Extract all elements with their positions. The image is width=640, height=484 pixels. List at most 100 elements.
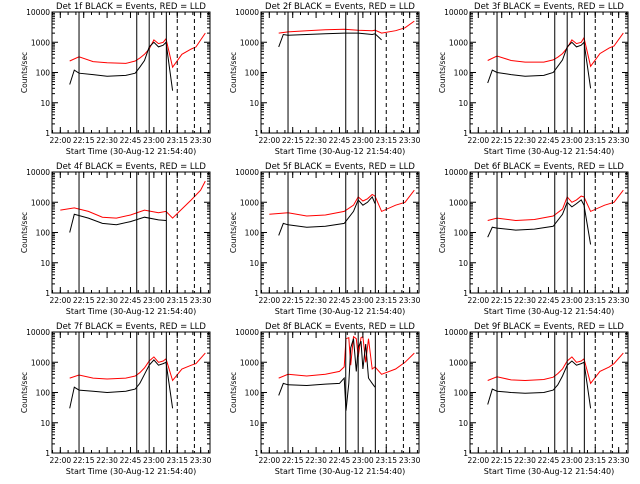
panel-title: Det 8f BLACK = Events, RED = LLD	[265, 322, 415, 332]
series-line-events	[69, 213, 167, 233]
y-tick-label: 1	[45, 289, 50, 298]
y-tick-label: 1	[45, 129, 50, 138]
x-axis-label: Start Time (30-Aug-12 21:54:40)	[66, 147, 197, 156]
y-tick-label: 10	[249, 259, 259, 268]
y-tick-label: 100	[36, 389, 51, 398]
y-tick-label: 10	[40, 99, 50, 108]
y-axis-label: Counts/sec	[229, 52, 238, 93]
y-tick-label: 10000	[444, 168, 468, 177]
detector-panel-6: Det 6f BLACK = Events, RED = LLD 1 10 100 10…	[438, 162, 630, 316]
y-tick-label: 1000	[31, 38, 50, 47]
panel-title: Det 9f BLACK = Events, RED = LLD	[474, 322, 624, 332]
y-tick-label: 10000	[235, 8, 259, 17]
x-tick-label: 23:30	[190, 296, 212, 305]
x-tick-label: 22:00	[259, 136, 281, 145]
x-tick-label: 23:30	[190, 136, 212, 145]
x-tick-label: 22:00	[259, 296, 281, 305]
y-tick-label: 100	[245, 389, 260, 398]
y-tick-label: 10000	[444, 8, 468, 17]
detector-panel-9: Det 9f BLACK = Events, RED = LLD 1 10 100 10…	[438, 322, 630, 476]
y-tick-label: 10000	[26, 328, 50, 337]
y-tick-label: 100	[245, 69, 260, 78]
y-tick-label: 1000	[449, 198, 468, 207]
x-tick-label: 22:45	[538, 456, 560, 465]
y-tick-label: 100	[245, 229, 260, 238]
panel-title: Det 7f BLACK = Events, RED = LLD	[56, 322, 206, 332]
y-tick-label: 1	[463, 129, 468, 138]
x-tick-label: 23:00	[561, 456, 583, 465]
x-tick-label: 22:45	[120, 296, 142, 305]
series-line-lld	[487, 189, 624, 222]
series-line-lld	[69, 32, 206, 69]
x-tick-label: 22:00	[50, 136, 72, 145]
y-tick-label: 10	[40, 419, 50, 428]
y-tick-label: 100	[36, 69, 51, 78]
y-tick-label: 100	[454, 229, 469, 238]
x-axis-label: Start Time (30-Aug-12 21:54:40)	[484, 307, 615, 316]
plot-frame	[469, 171, 629, 294]
panel-title: Det 3f BLACK = Events, RED = LLD	[474, 2, 624, 12]
y-tick-label: 10	[249, 419, 259, 428]
series-line-lld	[269, 189, 415, 217]
x-tick-label: 23:00	[352, 136, 374, 145]
panel-title: Det 1f BLACK = Events, RED = LLD	[56, 2, 206, 12]
detector-panel-2: Det 2f BLACK = Events, RED = LLD 1 10 100 10…	[229, 2, 421, 156]
x-axis-label: Start Time (30-Aug-12 21:54:40)	[275, 147, 406, 156]
plot-frame	[260, 171, 420, 294]
x-tick-label: 22:30	[514, 456, 536, 465]
detector-panel-8: Det 8f BLACK = Events, RED = LLD 1 10 100 10…	[229, 322, 421, 476]
series-line-lld	[487, 32, 624, 68]
y-tick-label: 10000	[235, 168, 259, 177]
x-tick-label: 23:15	[375, 136, 397, 145]
x-tick-label: 23:00	[143, 296, 165, 305]
x-tick-label: 22:30	[96, 296, 118, 305]
series-line-lld	[60, 180, 206, 219]
x-tick-label: 23:30	[608, 456, 630, 465]
panel-title: Det 5f BLACK = Events, RED = LLD	[265, 162, 415, 172]
detector-panel-1: Det 1f BLACK = Events, RED = LLD 1 10 100 10…	[20, 2, 212, 156]
y-tick-label: 1	[45, 449, 50, 458]
plot-frame	[51, 171, 211, 294]
x-tick-label: 23:00	[561, 136, 583, 145]
y-tick-label: 1000	[31, 198, 50, 207]
x-tick-label: 23:00	[143, 136, 165, 145]
x-tick-label: 22:45	[120, 456, 142, 465]
series-line-events	[487, 360, 592, 409]
x-tick-label: 23:30	[399, 456, 421, 465]
series-line-events	[69, 41, 174, 91]
x-tick-label: 23:30	[190, 456, 212, 465]
series-line-events	[487, 41, 592, 89]
y-axis-label: Counts/sec	[229, 372, 238, 413]
y-tick-label: 1	[463, 449, 468, 458]
x-tick-label: 22:45	[120, 136, 142, 145]
x-tick-label: 23:15	[584, 296, 606, 305]
x-tick-label: 23:30	[608, 296, 630, 305]
y-tick-label: 10	[458, 259, 468, 268]
x-tick-label: 22:00	[50, 296, 72, 305]
plot-frame	[469, 11, 629, 134]
x-tick-label: 22:30	[514, 136, 536, 145]
y-tick-label: 1	[254, 129, 259, 138]
x-tick-label: 22:15	[491, 136, 513, 145]
y-tick-label: 10000	[235, 328, 259, 337]
y-axis-label: Counts/sec	[20, 372, 29, 413]
x-tick-label: 23:15	[166, 456, 188, 465]
x-axis-label: Start Time (30-Aug-12 21:54:40)	[484, 467, 615, 476]
y-tick-label: 1	[254, 449, 259, 458]
x-tick-label: 23:30	[608, 136, 630, 145]
x-tick-label: 22:45	[329, 296, 351, 305]
y-tick-label: 1	[254, 289, 259, 298]
y-tick-label: 1000	[449, 38, 468, 47]
y-tick-label: 100	[36, 229, 51, 238]
y-tick-label: 1000	[240, 198, 259, 207]
x-tick-label: 22:15	[282, 136, 304, 145]
x-tick-label: 23:00	[143, 456, 165, 465]
series-line-lld	[278, 20, 415, 34]
x-tick-label: 22:45	[329, 136, 351, 145]
series-line-lld	[69, 352, 206, 382]
x-tick-label: 23:30	[399, 136, 421, 145]
x-axis-label: Start Time (30-Aug-12 21:54:40)	[275, 307, 406, 316]
x-tick-label: 22:00	[50, 456, 72, 465]
plot-frame	[469, 331, 629, 454]
